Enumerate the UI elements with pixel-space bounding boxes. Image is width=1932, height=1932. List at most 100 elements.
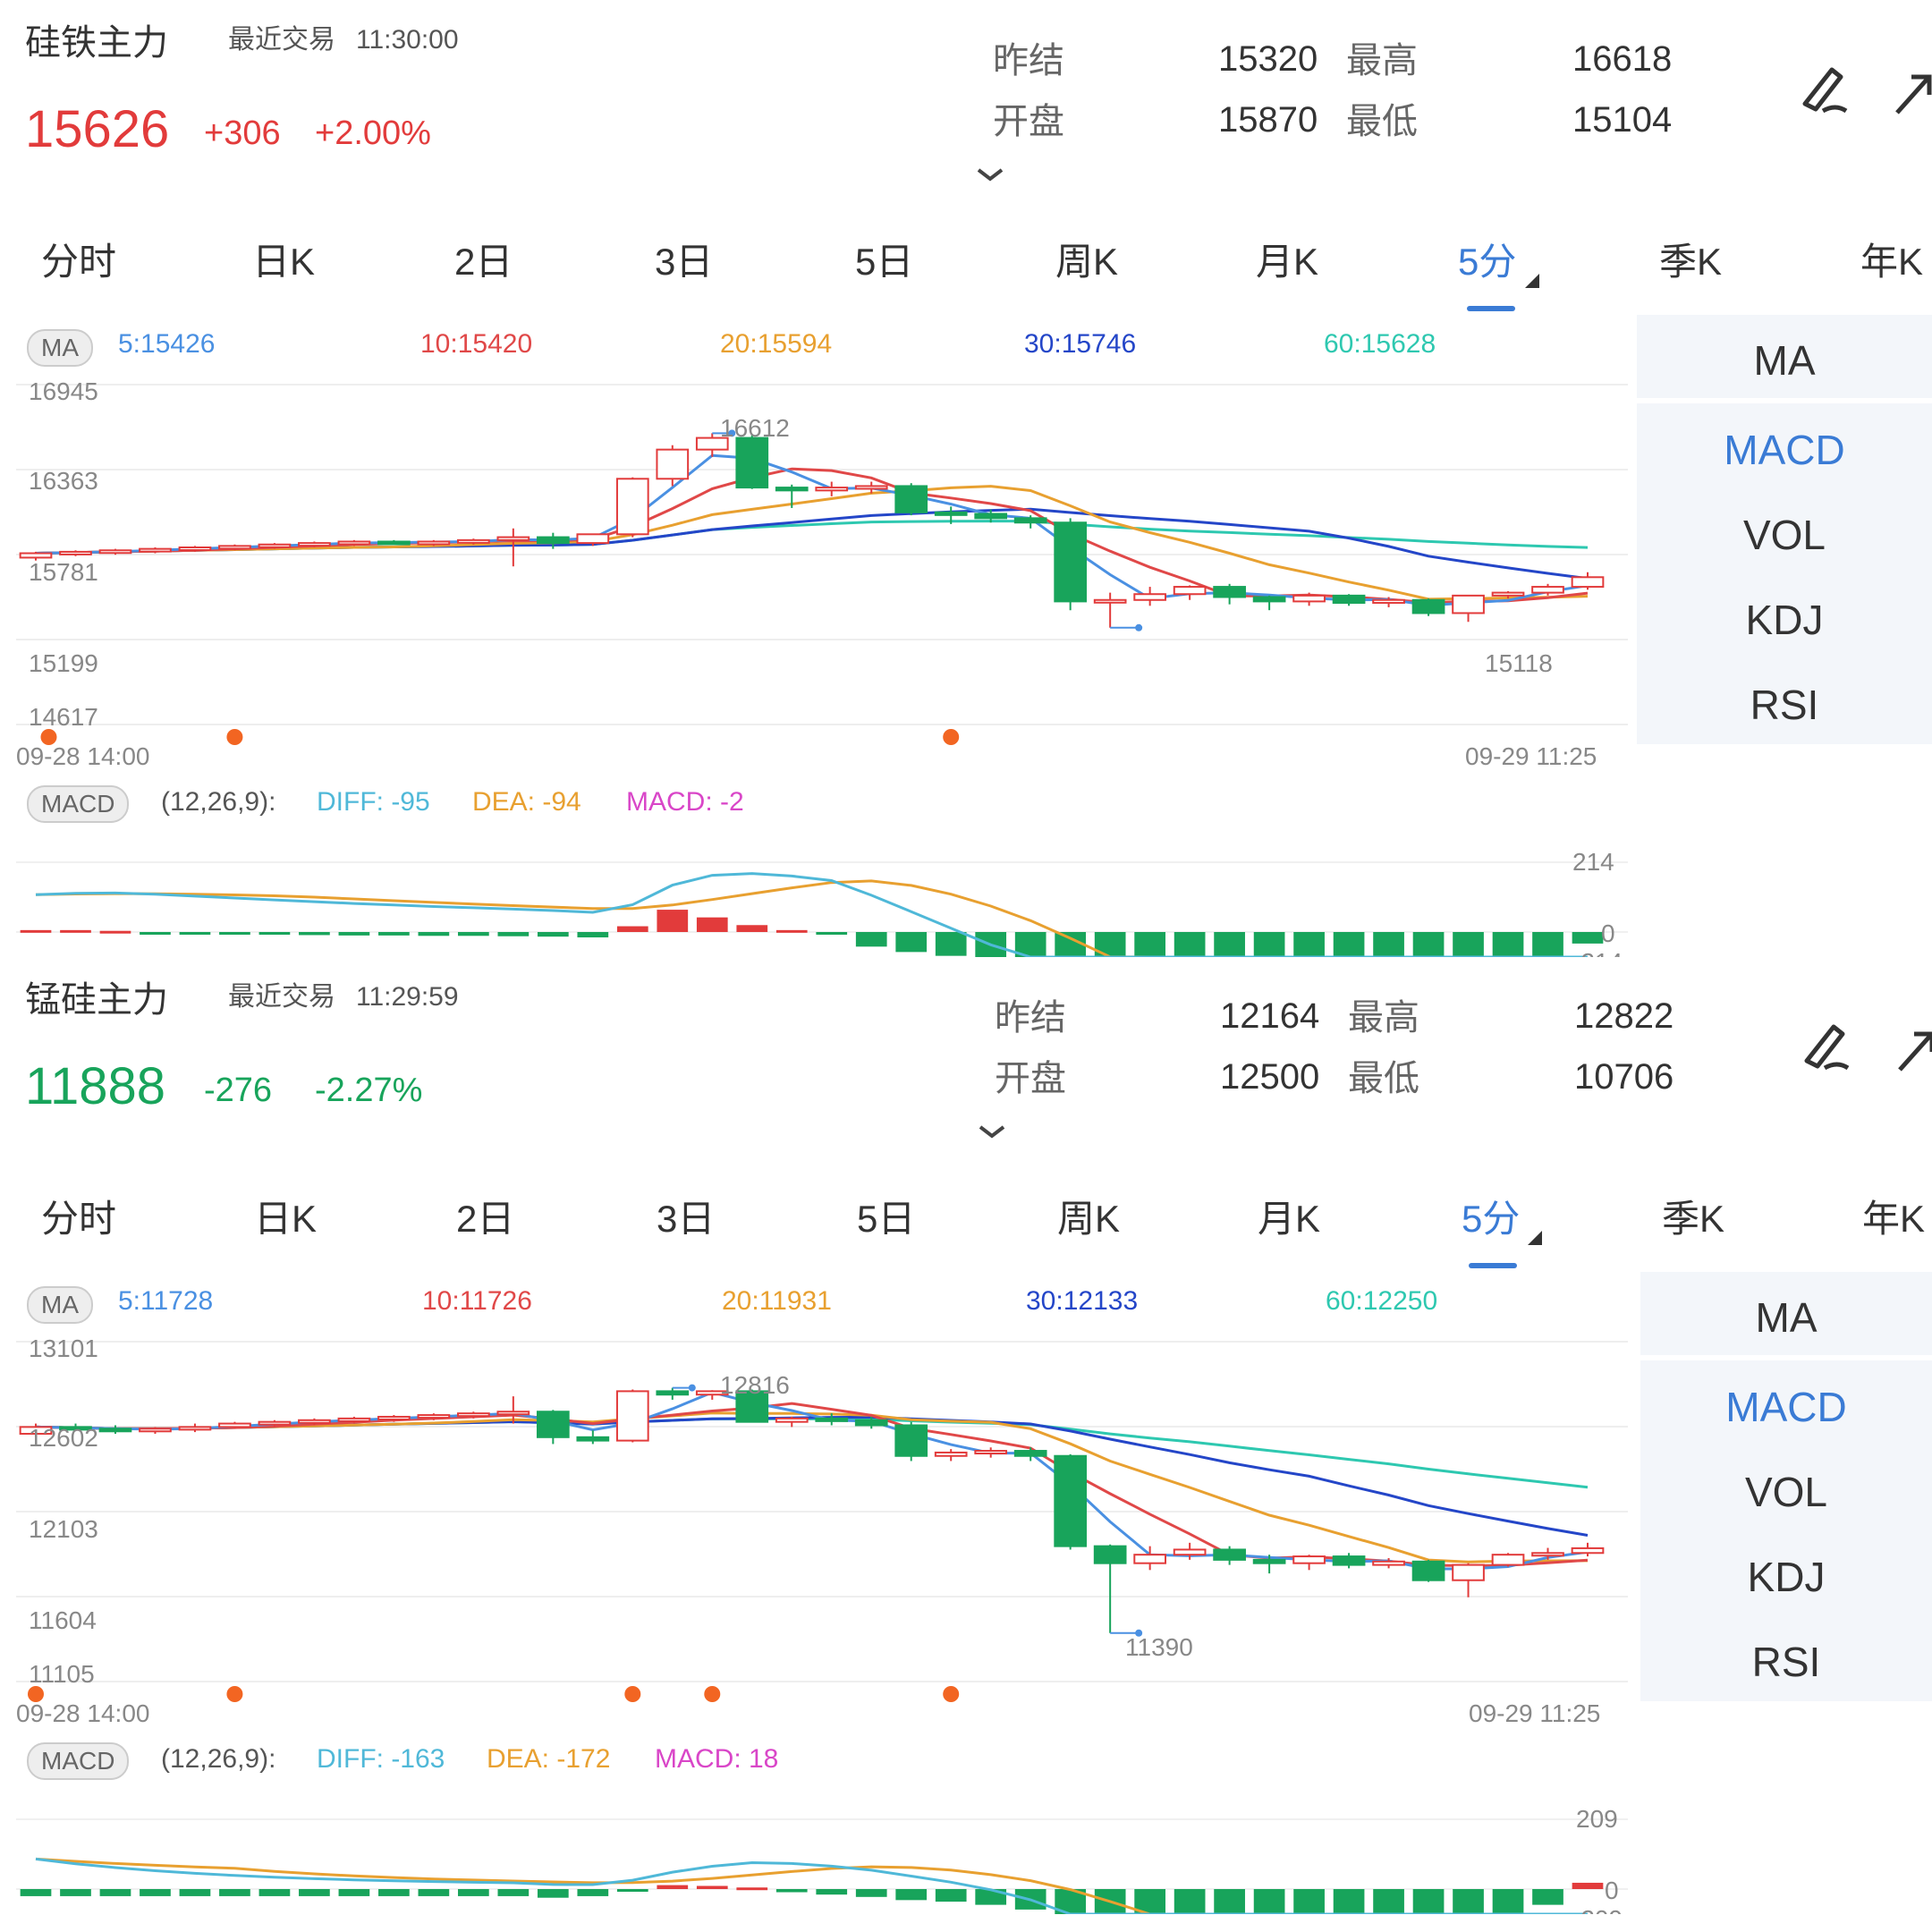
expand-arrow-icon[interactable] [1892,66,1932,120]
draw-pen-icon[interactable] [1796,59,1853,116]
tab-monthly-k[interactable]: 月K [1256,241,1319,283]
sidebar-item-kdj[interactable]: KDJ [1747,1554,1826,1600]
sidebar-item-rsi[interactable]: RSI [1751,1639,1821,1685]
candle-body [1292,594,1326,603]
macd-histogram-bar [1134,932,1165,957]
macd-histogram-bar [258,1889,291,1896]
tab-5min[interactable]: 5分 [1462,1198,1521,1240]
sidebar-item-ma[interactable]: MA [1753,337,1816,384]
ma-chip[interactable]: MA [27,1286,93,1324]
macd-value: MACD: 18 [655,1744,779,1774]
tab-yearly-k[interactable]: 年K [1862,1198,1926,1240]
price-change-pct: -2.27% [315,1072,423,1109]
draw-pen-icon[interactable] [1798,1016,1855,1073]
open-label: 开盘 [995,1059,1066,1098]
futures-panel-silicomanganese: 锰硅主力 最近交易 11:29:59 11888 -276 -2.27% 昨结 … [0,957,1932,1914]
macd-histogram-bar [1333,1889,1365,1914]
tab-5min[interactable]: 5分 [1458,241,1517,283]
ma30-value: 30:12133 [1026,1286,1139,1316]
tab-fenshi[interactable]: 分时 [41,1198,117,1240]
tab-yearly-k[interactable]: 年K [1860,241,1924,283]
candlestick-chart[interactable] [0,358,1637,778]
tab-daily-k[interactable]: 日K [254,1198,318,1240]
sidebar-item-macd[interactable]: MACD [1725,1384,1847,1430]
min-price-marker: 15118 [1485,649,1553,677]
last-trade-time: 11:30:00 [356,25,459,55]
chevron-down-icon[interactable] [977,1123,1007,1141]
sidebar-item-kdj[interactable]: KDJ [1745,597,1824,643]
macd-histogram-bar [1492,932,1524,957]
max-price-marker: 16612 [720,414,790,442]
macd-histogram-bar [338,932,370,936]
tab-3day[interactable]: 3日 [655,241,714,283]
last-trade-label: 最近交易 [228,25,335,55]
tab-5day[interactable]: 5日 [857,1198,916,1240]
ma-chip[interactable]: MA [27,329,93,367]
macd-histogram-bar [179,932,211,935]
candle-body [178,547,212,552]
ma30-line [35,1415,1589,1537]
time-end: 09-29 11:25 [1469,1699,1601,1727]
candle-body [1531,586,1564,594]
macd-histogram-bar [99,930,131,934]
tab-3day[interactable]: 3日 [657,1198,716,1240]
macd-chip[interactable]: MACD [27,785,130,823]
candle-body [1173,1548,1207,1556]
y-axis-label: 16363 [29,467,98,495]
macd-histogram-bar [696,1885,728,1889]
tab-2day[interactable]: 2日 [454,241,513,283]
macd-histogram-bar [179,1889,211,1896]
macd-histogram-bar [378,932,410,936]
macd-histogram-bar [616,926,648,932]
macd-chip[interactable]: MACD [27,1742,130,1780]
chevron-down-icon[interactable] [975,166,1005,184]
tab-fenshi[interactable]: 分时 [41,241,117,283]
tab-2day[interactable]: 2日 [456,1198,515,1240]
candle-body [536,1411,570,1438]
tab-daily-k[interactable]: 日K [252,241,316,283]
macd-histogram-bar [816,932,848,935]
sidebar-item-ma[interactable]: MA [1755,1294,1818,1341]
macd-histogram-bar [1453,1889,1484,1914]
open-value: 12500 [1220,1057,1320,1097]
macd-axis-label: 214 [1572,848,1614,876]
candle-body [59,1426,92,1431]
macd-histogram-bar [418,1889,450,1896]
candle-body [1332,594,1366,605]
tab-weekly-k[interactable]: 周K [1057,1198,1121,1240]
contract-name: 硅铁主力 [25,23,168,63]
low-label: 最低 [1348,1059,1419,1098]
tab-quarterly-k[interactable]: 季K [1659,241,1723,283]
macd-histogram-bar [1453,932,1484,957]
tab-weekly-k[interactable]: 周K [1055,241,1119,283]
max-price-marker: 12816 [720,1371,790,1399]
price-change: +306 [204,114,281,152]
tab-quarterly-k[interactable]: 季K [1662,1198,1725,1240]
candle-body [576,1436,610,1442]
dea-value: DEA: -172 [487,1744,611,1774]
tab-monthly-k[interactable]: 月K [1258,1198,1321,1240]
max-marker-dot [728,429,736,437]
macd-histogram-bar [1253,1889,1285,1914]
macd-histogram-bar [816,1889,848,1895]
expand-arrow-icon[interactable] [1894,1023,1932,1077]
macd-histogram-bar [895,1889,928,1901]
y-axis-label: 15781 [29,558,98,586]
candle-body [1213,1548,1246,1561]
macd-histogram-bar [1373,1889,1404,1914]
macd-params: (12,26,9): [161,787,276,817]
tab-5day[interactable]: 5日 [855,241,914,283]
price-change: -276 [204,1072,273,1109]
candlestick-chart[interactable] [0,1315,1637,1735]
sidebar-item-vol[interactable]: VOL [1744,1469,1828,1515]
signal-dot [943,729,960,745]
sidebar-item-rsi[interactable]: RSI [1750,682,1819,728]
sidebar-item-vol[interactable]: VOL [1742,512,1826,558]
macd-histogram-bar [855,932,887,947]
candle-body [1372,1560,1405,1566]
candle-body [735,1390,769,1423]
sidebar-item-macd[interactable]: MACD [1724,427,1845,473]
candle-body [815,487,849,492]
high-label: 最高 [1348,998,1419,1038]
y-axis-label: 11105 [29,1660,95,1688]
